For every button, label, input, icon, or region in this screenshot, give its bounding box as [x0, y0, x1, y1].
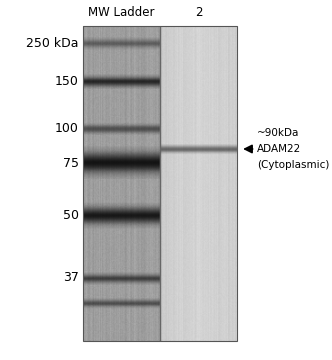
Text: 37: 37 — [63, 271, 79, 284]
Text: 2: 2 — [196, 6, 203, 19]
Text: 75: 75 — [63, 157, 79, 170]
Text: MW Ladder: MW Ladder — [88, 6, 154, 19]
Text: 250 kDa: 250 kDa — [26, 37, 79, 50]
Text: ADAM22: ADAM22 — [257, 144, 301, 154]
Text: ~90kDa: ~90kDa — [257, 128, 299, 138]
Text: 100: 100 — [55, 122, 79, 135]
Text: 50: 50 — [63, 208, 79, 221]
Text: 150: 150 — [55, 75, 79, 88]
Text: (Cytoplasmic): (Cytoplasmic) — [257, 160, 329, 170]
